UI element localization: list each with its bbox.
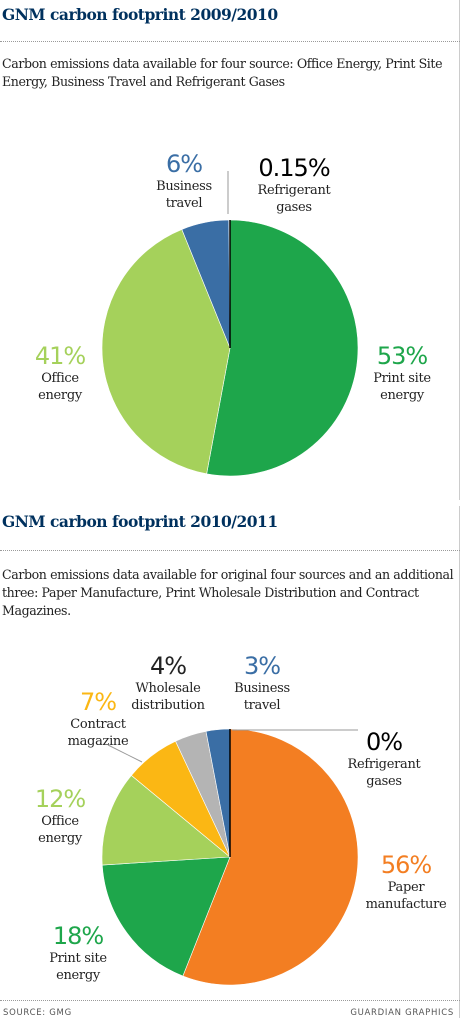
slice-label-business-travel-line2: travel	[244, 698, 281, 713]
slice-value-office-energy: 41%	[35, 342, 86, 370]
slice-label-refrigerant-gases-line1: Refrigerant	[258, 183, 332, 198]
slice-label-office-energy-line2: energy	[38, 831, 83, 846]
slice-value-refrigerant-gases: 0%	[366, 728, 402, 756]
slice-label-wholesale-distribution-line2: distribution	[131, 698, 205, 713]
slice-value-business-travel: 3%	[244, 652, 280, 680]
chart2-pie: 56%Paper manufacture 18%Print site energy 12…	[35, 652, 447, 986]
slice-label-refrigerant-gases-line2: gases	[276, 200, 312, 215]
slice-label-paper-manufacture-line1: Paper	[388, 880, 426, 895]
slice-label-wholesale-distribution-line1: Wholesale	[136, 681, 202, 696]
slice-label-business-travel-line1: Business	[234, 681, 290, 696]
slice-office-energy	[101, 229, 231, 475]
slice-label-business-travel-line2: travel	[166, 196, 203, 211]
slice-label-refrigerant-gases-line2: gases	[366, 774, 402, 789]
chart1-subtitle: Carbon emissions data available for four…	[2, 56, 443, 89]
slice-value-print-site-energy: 18%	[53, 922, 104, 950]
slice-print-site-energy	[206, 219, 359, 477]
slice-label-contract-magazine-line1: Contract	[70, 717, 127, 732]
slice-label-office-energy-line2: energy	[38, 388, 83, 403]
slice-label-print-site-energy-line2: energy	[56, 968, 101, 983]
slice-label-office-energy-line1: Office	[41, 814, 79, 829]
slice-label-contract-magazine-line2: magazine	[68, 734, 129, 749]
slice-value-office-energy: 12%	[35, 785, 86, 813]
slice-business-travel	[181, 219, 231, 349]
slice-office-energy	[101, 774, 231, 866]
chart2-title: GNM carbon footprint 2010/2011	[2, 512, 278, 531]
chart2-subtitle: Carbon emissions data available for orig…	[2, 567, 454, 618]
slice-label-office-energy-line1: Office	[41, 371, 79, 386]
slice-paper-manufacture	[182, 728, 359, 986]
slice-value-refrigerant-gases: 0.15%	[258, 154, 329, 182]
credit-note: GUARDIAN GRAPHICS	[350, 1008, 454, 1018]
chart2-divider	[0, 550, 460, 551]
slice-print-site-energy	[101, 856, 231, 977]
leader-line-contract-magazine	[107, 744, 143, 763]
slice-label-business-travel-line1: Business	[156, 179, 212, 194]
footer: SOURCE: GMG GUARDIAN GRAPHICS	[0, 1004, 460, 1024]
footer-divider	[0, 1000, 460, 1001]
slice-value-wholesale-distribution: 4%	[150, 652, 186, 680]
chart1-pie: 53%Print site energy 41%Office energy 6%Busi…	[35, 150, 432, 477]
slice-label-print-site-energy-line1: Print site	[373, 371, 431, 386]
slice-label-refrigerant-gases-line1: Refrigerant	[348, 757, 422, 772]
chart1-title: GNM carbon footprint 2009/2010	[2, 5, 278, 24]
pie-slices	[101, 728, 359, 986]
slice-label-print-site-energy-line2: energy	[380, 388, 425, 403]
slice-label-paper-manufacture-line2: manufacture	[366, 897, 447, 912]
source-note: SOURCE: GMG	[3, 1008, 72, 1018]
slice-value-print-site-energy: 53%	[377, 342, 428, 370]
pie-slices	[101, 219, 359, 477]
slice-value-business-travel: 6%	[166, 150, 202, 178]
slice-value-paper-manufacture: 56%	[381, 851, 432, 879]
chart1-divider	[0, 41, 460, 42]
slice-label-print-site-energy-line1: Print site	[49, 951, 107, 966]
slice-value-contract-magazine: 7%	[80, 688, 116, 716]
